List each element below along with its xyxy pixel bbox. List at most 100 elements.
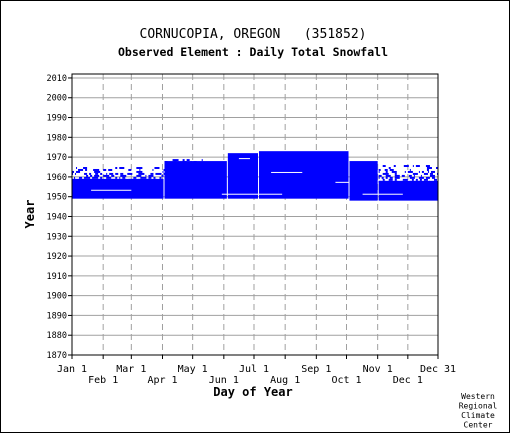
coverage-speck bbox=[388, 178, 393, 181]
coverage-speck bbox=[415, 178, 418, 181]
coverage-speck bbox=[138, 178, 142, 181]
coverage-speck bbox=[72, 178, 77, 181]
coverage-speck bbox=[84, 176, 91, 179]
x-tick-label: Jan 1 bbox=[57, 364, 87, 375]
chart-subtitle: Observed Element : Daily Total Snowfall bbox=[118, 45, 388, 59]
coverage-speck bbox=[186, 159, 190, 162]
coverage-speck bbox=[115, 176, 118, 179]
coverage-speck bbox=[93, 168, 100, 171]
coverage-speck bbox=[394, 172, 397, 175]
coverage-speck bbox=[393, 165, 396, 168]
coverage-speck bbox=[128, 168, 132, 171]
coverage-speck bbox=[83, 167, 88, 169]
coverage-speck bbox=[402, 178, 408, 181]
coverage-speck bbox=[162, 170, 164, 173]
missing-data-gap bbox=[221, 193, 283, 195]
coverage-speck bbox=[136, 167, 143, 169]
coverage-speck bbox=[431, 176, 435, 179]
coverage-speck bbox=[74, 176, 76, 179]
coverage-speck bbox=[163, 172, 165, 175]
coverage-speck bbox=[378, 174, 382, 177]
coverage-speck bbox=[415, 165, 420, 168]
y-tick-label: 1880 bbox=[47, 331, 67, 341]
coverage-speck bbox=[385, 170, 388, 173]
coverage-speck bbox=[426, 168, 429, 171]
coverage-speck bbox=[394, 174, 400, 177]
coverage-speck bbox=[378, 176, 380, 179]
y-axis-ticks: 1870 1880 1890 1900 1910 1920 1930 1940 1950 1960… bbox=[47, 74, 72, 361]
coverage-speck bbox=[109, 172, 114, 175]
plot-background bbox=[72, 74, 438, 355]
coverage-speck bbox=[388, 167, 391, 169]
coverage-speck bbox=[172, 159, 179, 162]
coverage-speck bbox=[115, 172, 119, 175]
coverage-speck bbox=[389, 168, 394, 171]
x-tick-label: Nov 1 bbox=[363, 364, 393, 375]
coverage-speck bbox=[119, 176, 121, 179]
coverage-speck bbox=[148, 174, 154, 177]
coverage-speck bbox=[387, 180, 392, 183]
y-tick-label: 1870 bbox=[47, 351, 67, 361]
credit-line: Regional bbox=[459, 402, 498, 411]
x-tick-label: Oct 1 bbox=[331, 375, 361, 386]
x-tick-label: Dec 31 bbox=[420, 364, 456, 375]
x-tick-label: Jun 1 bbox=[209, 375, 239, 386]
coverage-speck bbox=[84, 172, 88, 175]
coverage-speck bbox=[394, 176, 400, 179]
x-tick-label: Apr 1 bbox=[147, 375, 177, 386]
coverage-speck bbox=[423, 178, 428, 181]
x-tick-label: Mar 1 bbox=[116, 364, 146, 375]
coverage-speck bbox=[420, 174, 422, 177]
y-tick-label: 1980 bbox=[47, 133, 67, 143]
chart-title: CORNUCOPIA, OREGON (351852) bbox=[140, 27, 367, 42]
coverage-speck bbox=[119, 167, 125, 169]
coverage-speck bbox=[106, 178, 110, 181]
coverage-speck bbox=[382, 178, 385, 181]
coverage-speck bbox=[391, 170, 397, 173]
coverage-speck bbox=[139, 168, 141, 171]
coverage-speck bbox=[378, 170, 380, 173]
coverage-speck bbox=[182, 159, 185, 162]
coverage-speck bbox=[383, 180, 386, 183]
missing-data-gap bbox=[271, 171, 303, 173]
coverage-speck bbox=[401, 174, 405, 177]
coverage-speck bbox=[161, 174, 164, 177]
coverage-speck bbox=[201, 159, 203, 162]
coverage-speck bbox=[145, 178, 149, 181]
coverage-speck bbox=[404, 170, 406, 173]
plot-area bbox=[71, 73, 439, 356]
coverage-speck bbox=[394, 178, 397, 181]
coverage-speck bbox=[76, 167, 78, 169]
coverage-speck bbox=[103, 168, 107, 171]
coverage-speck bbox=[76, 170, 81, 173]
coverage-speck bbox=[173, 161, 177, 164]
snowfall-coverage bbox=[72, 151, 438, 201]
coverage-speck bbox=[382, 165, 386, 168]
coverage-speck bbox=[140, 176, 147, 179]
y-tick-label: 1950 bbox=[47, 193, 67, 203]
coverage-speck bbox=[150, 172, 154, 175]
coverage-speck bbox=[136, 170, 143, 173]
coverage-speck bbox=[423, 172, 428, 175]
coverage-speck bbox=[128, 178, 135, 181]
credit-line: Center bbox=[464, 421, 493, 430]
coverage-speck bbox=[138, 172, 145, 175]
coverage-speck bbox=[152, 168, 154, 171]
coverage-speck bbox=[381, 176, 384, 179]
coverage-speck bbox=[79, 176, 83, 179]
coverage-speck bbox=[148, 176, 152, 179]
missing-data-gap bbox=[91, 189, 132, 191]
y-tick-label: 1940 bbox=[47, 212, 67, 222]
y-tick-label: 1890 bbox=[47, 311, 67, 321]
coverage-speck bbox=[78, 178, 81, 181]
coverage-speck bbox=[120, 172, 124, 175]
coverage-speck bbox=[100, 172, 103, 175]
coverage-speck bbox=[404, 180, 408, 183]
coverage-speck bbox=[411, 178, 414, 181]
coverage-speck bbox=[430, 170, 435, 173]
coverage-speck bbox=[429, 172, 433, 175]
coverage-speck bbox=[414, 180, 416, 183]
y-tick-label: 1930 bbox=[47, 232, 67, 242]
